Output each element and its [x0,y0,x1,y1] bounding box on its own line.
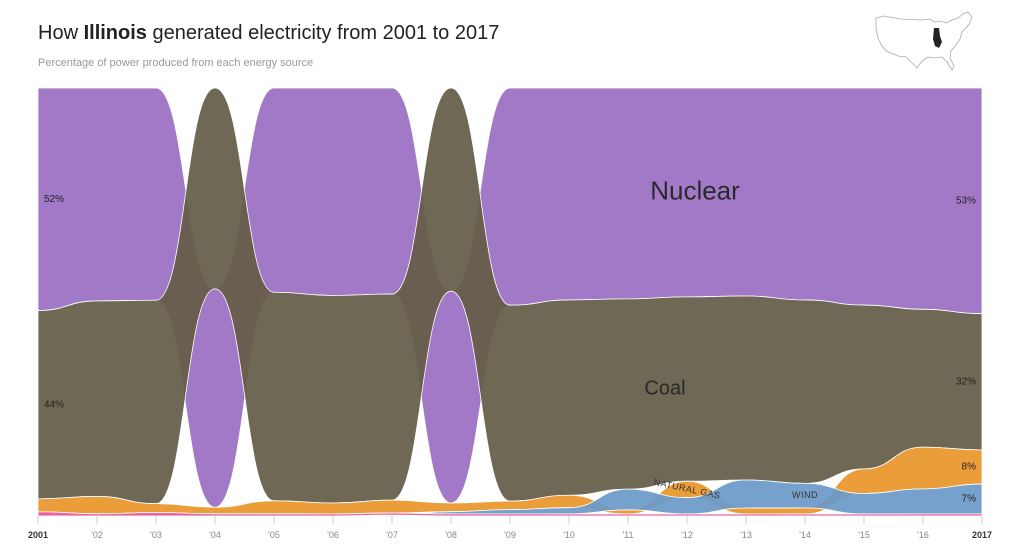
end-label-coal: 32% [956,376,976,387]
x-axis: 2001 '02 '03 '04 '05 '06 '07 '08 '09 '10 '11 '12 '13… [28,516,992,540]
x-tick-label: '13 [740,530,752,540]
x-tick-label: '15 [858,530,870,540]
start-label-coal: 44% [44,399,64,410]
us-locator-map-icon [875,11,973,71]
x-tick-label: 2017 [972,530,992,540]
x-tick-label: '16 [917,530,929,540]
series-label-wind: WIND [792,490,818,500]
x-tick-label: '10 [563,530,575,540]
end-label-wind: 7% [962,494,977,505]
x-tick-label: '04 [209,530,221,540]
illinois-highlight [933,28,942,48]
chart-subtitle: Percentage of power produced from each e… [38,57,314,69]
chart-title: How Illinois generated electricity from … [38,22,500,44]
x-tick-label: '11 [622,530,633,540]
end-label-natural-gas: 8% [962,462,977,473]
x-tick-label: '06 [327,530,339,540]
end-label-nuclear: 53% [956,195,976,206]
x-tick-label: '02 [91,530,103,540]
series-areas [37,87,983,517]
x-tick-label: '14 [799,530,811,540]
x-tick-label: '08 [445,530,457,540]
x-tick-label: '09 [504,530,516,540]
state-name: Illinois [83,22,147,44]
x-tick-label: 2001 [28,530,48,540]
start-label-nuclear: 52% [44,194,64,205]
x-tick-label: '03 [150,530,162,540]
series-label-coal: Coal [644,377,685,399]
x-tick-label: '12 [681,530,693,540]
x-tick-label: '05 [268,530,280,540]
series-label-nuclear: Nuclear [650,175,740,205]
x-tick-label: '07 [386,530,398,540]
